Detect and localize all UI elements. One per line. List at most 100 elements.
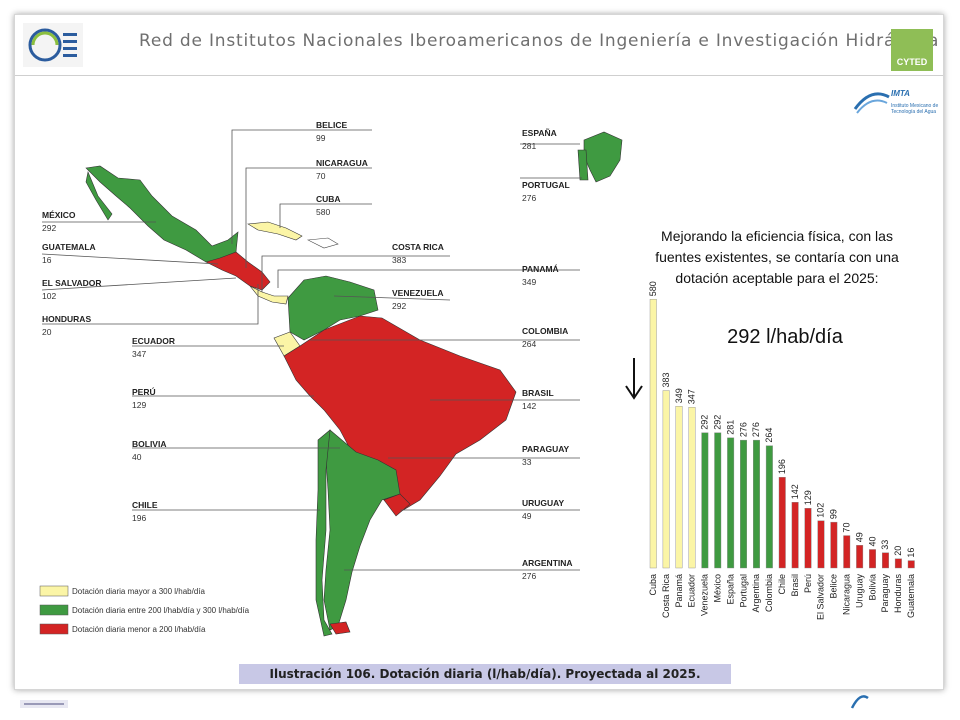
slide: Red de Institutos Nacionales Iberoameric… (14, 14, 944, 690)
bar-13 (817, 520, 825, 569)
bar-20 (907, 560, 915, 569)
imta-subtitle: Instituto Mexicano de Tecnología del Agu… (891, 103, 939, 115)
label-cuba-value: 580 (316, 207, 330, 217)
label-uruguay-name: URUGUAY (522, 498, 565, 508)
bar-value-label-1: 383 (661, 373, 671, 388)
label-bolivia-name: BOLIVIA (132, 439, 166, 449)
figure-caption: Ilustración 106. Dotación diaria (l/hab/… (239, 664, 731, 684)
map-spain (583, 131, 623, 183)
category-label-13: El Salvador (816, 574, 826, 620)
category-label-18: Paraguay (880, 574, 890, 613)
legend-label-mid: Dotación diaria entre 200 l/hab/día y 30… (72, 606, 250, 615)
label-elsalvador-value: 102 (42, 291, 56, 301)
label-costarica-value: 383 (392, 255, 406, 265)
category-label-7: Portugal (738, 574, 748, 608)
label-ecuador-name: ECUADOR (132, 336, 175, 346)
category-label-6: España (725, 574, 735, 605)
map-portugal (577, 149, 589, 181)
category-label-10: Chile (777, 574, 787, 595)
footer-logo-icon (20, 700, 68, 708)
category-label-2: Panamá (674, 574, 684, 608)
bar-value-label-4: 292 (700, 415, 710, 430)
label-ecuador-value: 347 (132, 349, 146, 359)
annotation-text: Mejorando la eficiencia física, con las … (655, 228, 899, 286)
category-label-1: Costa Rica (661, 574, 671, 618)
bar-value-label-20: 16 (906, 548, 916, 558)
bar-value-label-18: 33 (880, 540, 890, 550)
bar-value-label-8: 276 (751, 422, 761, 437)
bar-15 (843, 535, 851, 569)
map-costa-rica-panama (249, 285, 289, 305)
category-label-14: Belice (829, 574, 839, 599)
label-portugal-name: PORTUGAL (522, 180, 570, 190)
label-mexico-name: MÉXICO (42, 210, 76, 220)
legend-label-low: Dotación diaria menor a 200 l/hab/día (72, 625, 206, 634)
bar-value-label-14: 99 (829, 509, 839, 519)
bar-0 (649, 299, 657, 569)
arrow-down-icon (625, 358, 643, 400)
bar-9 (765, 445, 773, 569)
category-label-11: Brasil (790, 574, 800, 597)
label-paraguay-value: 33 (522, 457, 532, 467)
bar-8 (753, 439, 760, 569)
bar-value-label-12: 129 (803, 490, 813, 505)
bar-value-label-9: 264 (764, 428, 774, 443)
cyted-logo: CYTED (891, 29, 933, 71)
bar-value-label-5: 292 (713, 415, 723, 430)
header: Red de Institutos Nacionales Iberoameric… (15, 15, 943, 76)
legend-label-high: Dotación diaria mayor a 300 l/hab/día (72, 587, 206, 596)
bar-value-label-0: 580 (648, 281, 658, 296)
map-colombia-venezuela (287, 275, 379, 341)
bar-value-label-15: 70 (842, 523, 852, 533)
bar-value-label-3: 347 (687, 389, 697, 404)
category-label-15: Nicaragua (842, 574, 852, 615)
label-belice-name: BELICE (316, 120, 348, 130)
label-brasil-value: 142 (522, 401, 536, 411)
label-honduras-value: 20 (42, 327, 52, 337)
label-colombia-value: 264 (522, 339, 536, 349)
label-argentina-value: 276 (522, 571, 536, 581)
label-venezuela-value: 292 (392, 301, 406, 311)
imta-name: IMTA (891, 89, 910, 98)
bar-chart: 580 Cuba 383 Costa Rica 349 Panamá 347 Ecuador 2… (648, 281, 916, 620)
cyted-logo-text: CYTED (896, 57, 928, 67)
label-guatemala-name: GUATEMALA (42, 242, 96, 252)
bar-value-label-19: 20 (893, 546, 903, 556)
label-brasil-name: BRASIL (522, 388, 554, 398)
bar-11 (791, 502, 799, 569)
category-label-9: Colombia (764, 574, 774, 612)
bar-12 (804, 508, 812, 569)
label-peru-name: PERÚ (132, 386, 156, 397)
map-southern-cone (323, 429, 401, 631)
label-cuba-name: CUBA (316, 194, 341, 204)
label-venezuela-name: VENEZUELA (392, 288, 443, 298)
category-label-0: Cuba (648, 574, 658, 596)
bar-6 (727, 437, 735, 569)
footer-imta-logo-icon (850, 695, 869, 709)
map-baja (85, 170, 113, 221)
imta-logo-icon (853, 92, 890, 114)
map-uruguay (383, 493, 411, 517)
category-label-8: Argentina (751, 574, 761, 613)
bar-value-label-2: 349 (674, 388, 684, 403)
label-mexico-value: 292 (42, 223, 56, 233)
map-mexico (85, 165, 239, 263)
map-cuba (247, 221, 303, 241)
bar-3 (688, 407, 696, 569)
legend-swatch-high (39, 585, 69, 597)
bar-16 (856, 545, 864, 569)
annotation-value: 292 l/hab/día (727, 326, 843, 348)
bar-7 (740, 439, 747, 569)
category-label-12: Perú (803, 574, 813, 593)
label-espana-value: 281 (522, 141, 536, 151)
bar-value-label-11: 142 (790, 484, 800, 499)
label-chile-name: CHILE (132, 500, 158, 510)
bar-value-label-16: 49 (854, 532, 864, 542)
label-elsalvador-name: EL SALVADOR (42, 278, 102, 288)
bar-value-label-10: 196 (777, 459, 787, 474)
category-label-19: Honduras (893, 574, 903, 614)
label-peru-value: 129 (132, 400, 146, 410)
label-portugal-value: 276 (522, 193, 536, 203)
label-panama-name: PANAMÁ (522, 264, 559, 274)
